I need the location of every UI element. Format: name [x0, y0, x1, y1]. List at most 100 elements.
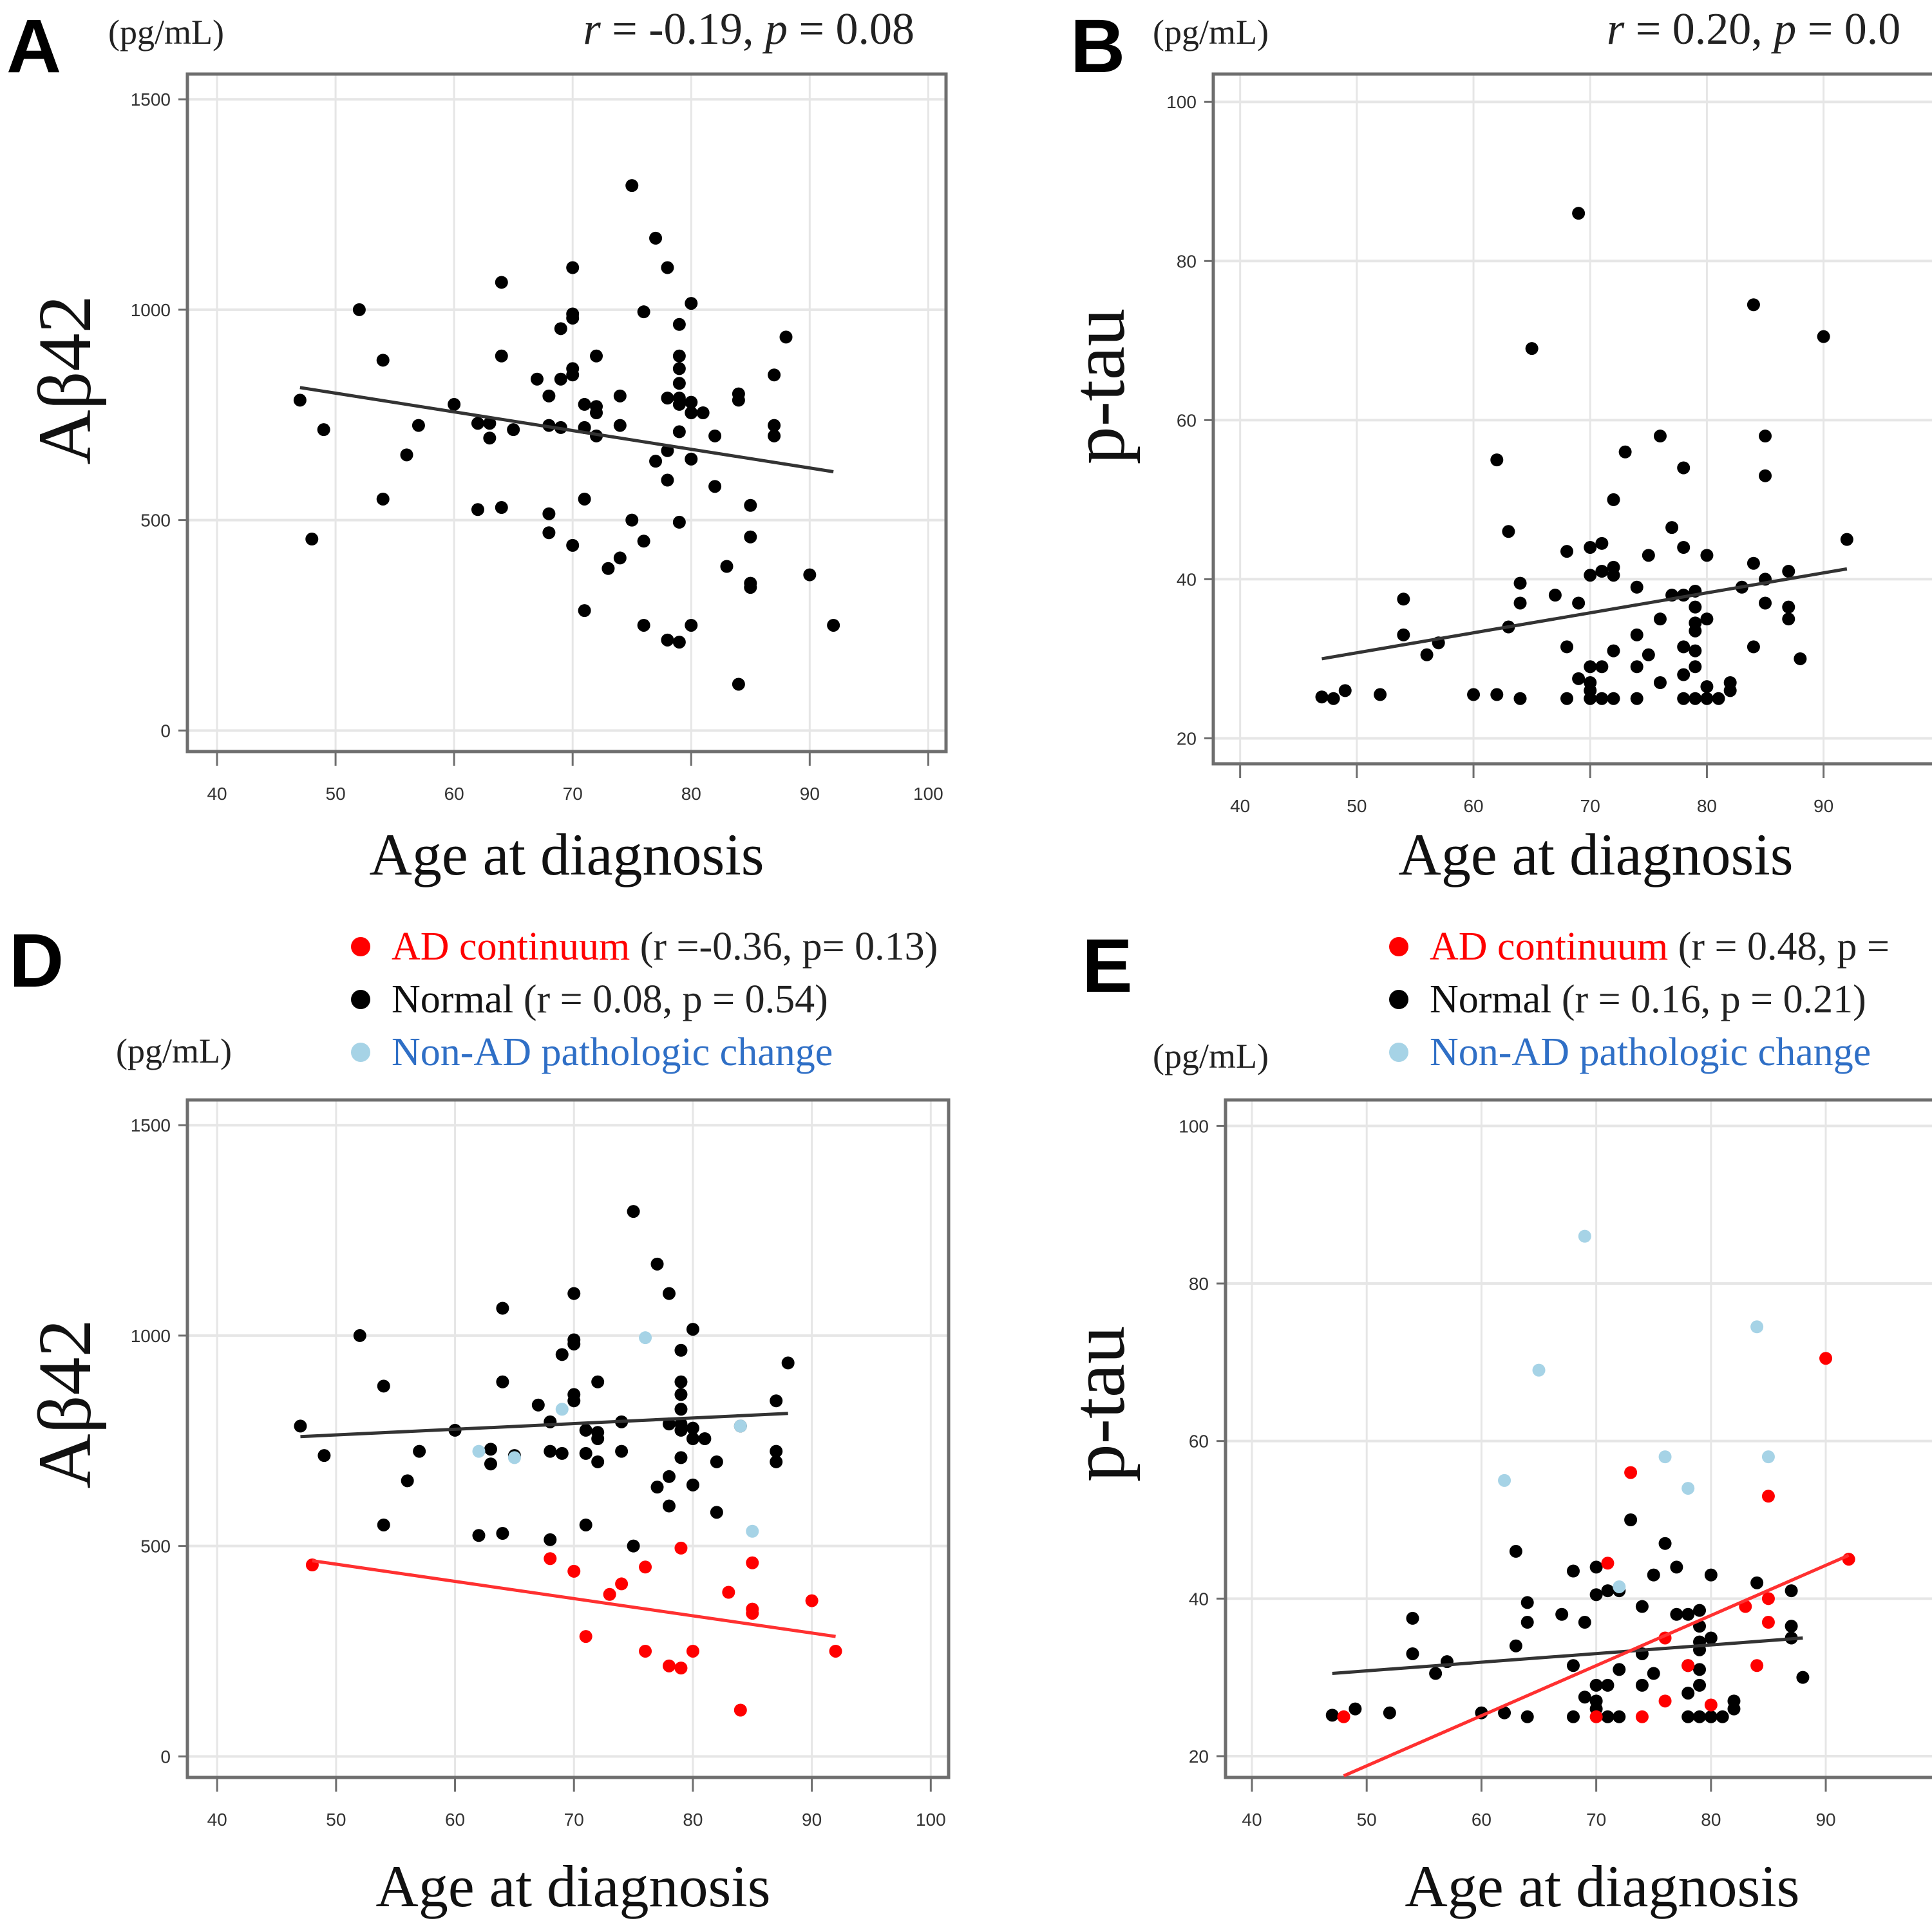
data-point — [779, 330, 793, 344]
data-point — [734, 1419, 747, 1433]
series-non-ad-pathologic-change — [1498, 1229, 1775, 1593]
data-point — [1700, 612, 1714, 626]
data-point — [674, 1423, 688, 1437]
data-point — [579, 1630, 592, 1643]
data-point — [650, 1481, 664, 1494]
data-point — [1601, 1584, 1615, 1598]
data-point — [1572, 207, 1586, 220]
data-point — [1607, 692, 1620, 705]
data-point — [601, 562, 615, 575]
data-point — [1693, 1710, 1707, 1723]
data-point — [1513, 576, 1527, 590]
x-tick-label: 70 — [564, 1810, 584, 1830]
data-point — [1613, 1580, 1626, 1593]
data-point — [471, 417, 484, 430]
data-point — [1406, 1647, 1419, 1660]
data-point — [555, 1446, 569, 1460]
x-tick-label: 50 — [326, 1810, 346, 1830]
data-point — [1689, 600, 1702, 614]
unit-label: (pg/mL) — [108, 13, 224, 52]
data-point — [566, 311, 580, 325]
legend-label: Normal — [1430, 978, 1551, 1021]
data-point — [685, 297, 698, 310]
x-tick-label: 60 — [444, 784, 464, 804]
unit-label: (pg/mL) — [116, 1032, 232, 1070]
data-point — [829, 1644, 842, 1658]
data-point — [1761, 1592, 1775, 1605]
data-point — [472, 1529, 486, 1542]
data-point — [1397, 592, 1410, 606]
data-point — [710, 1455, 723, 1468]
data-point — [803, 568, 817, 582]
x-tick-label: 40 — [207, 784, 227, 804]
data-point — [674, 1403, 688, 1416]
data-point — [1467, 688, 1481, 701]
data-point — [483, 431, 497, 445]
data-point — [770, 1455, 783, 1468]
data-point — [805, 1594, 819, 1607]
series-ad-continuum — [305, 1541, 842, 1717]
data-point — [544, 1552, 557, 1566]
data-point — [1509, 1639, 1522, 1653]
data-point — [1653, 430, 1667, 443]
data-point — [472, 1444, 486, 1458]
data-point — [353, 1329, 366, 1342]
y-axis-label: Aβ42 — [23, 295, 107, 464]
data-point — [1572, 596, 1586, 610]
data-point — [507, 423, 520, 437]
data-point — [627, 1539, 640, 1553]
data-point — [685, 618, 698, 632]
data-point — [293, 393, 307, 407]
data-point — [1630, 692, 1643, 705]
data-point — [1642, 549, 1655, 562]
data-point — [567, 1564, 581, 1578]
data-point — [1747, 298, 1760, 312]
data-point — [661, 261, 674, 274]
data-point — [1601, 1678, 1615, 1692]
legend-stat: (r = 0.08, p = 0.54) — [513, 978, 828, 1021]
x-axis-label: Age at diagnosis — [1405, 1853, 1799, 1919]
data-point — [1761, 1450, 1775, 1464]
data-point — [827, 618, 840, 632]
data-point — [662, 1499, 676, 1513]
data-point — [413, 1444, 426, 1458]
data-point — [649, 455, 663, 468]
y-axis-label: Aβ42 — [23, 1319, 107, 1488]
data-point — [1677, 461, 1690, 475]
data-point — [1502, 525, 1515, 538]
data-point — [1525, 342, 1539, 355]
data-point — [1572, 672, 1586, 685]
data-point — [1397, 628, 1410, 641]
data-point — [613, 551, 627, 565]
data-point — [1420, 648, 1434, 661]
data-point — [1337, 1710, 1350, 1723]
data-point — [1750, 1576, 1764, 1589]
data-point — [1490, 688, 1504, 701]
data-point — [661, 392, 674, 405]
x-tick-label: 80 — [681, 784, 701, 804]
data-point — [1613, 1663, 1626, 1676]
plot-marks — [294, 1205, 842, 1717]
data-point — [1681, 1482, 1695, 1495]
x-axis-label: Age at diagnosis — [1398, 822, 1793, 887]
data-point — [590, 349, 603, 363]
series-all — [1315, 207, 1853, 705]
data-point — [650, 1257, 664, 1271]
data-point — [625, 513, 639, 527]
legend-entry: Normal (r = 0.08, p = 0.54) — [392, 978, 828, 1021]
data-point — [1700, 692, 1714, 705]
y-tick-label: 40 — [1189, 1589, 1209, 1609]
data-point — [1653, 612, 1667, 626]
data-point — [1782, 600, 1795, 614]
panel-letter-d: D — [9, 918, 64, 1003]
data-point — [400, 448, 413, 462]
legend-label: AD continuum — [392, 925, 630, 969]
data-point — [496, 1527, 509, 1540]
data-point — [1712, 692, 1725, 705]
data-point — [1624, 1466, 1638, 1479]
x-axis-label: Age at diagnosis — [375, 1853, 770, 1919]
data-point — [674, 1541, 688, 1555]
data-point — [1700, 680, 1714, 694]
y-axis-label: p-tau — [1056, 308, 1141, 464]
